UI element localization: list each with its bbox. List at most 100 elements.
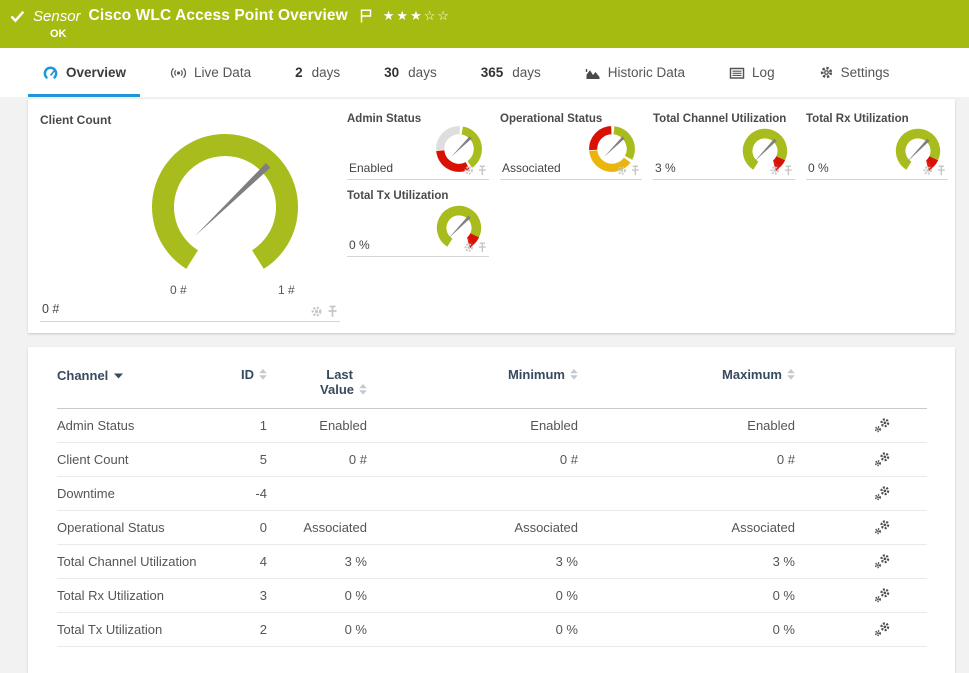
tab-365-days-number: 365 [480, 65, 504, 80]
flag-icon[interactable] [360, 9, 372, 23]
tab-log-label: Log [752, 65, 775, 80]
total-tx-utilization-title: Total Tx Utilization [347, 190, 449, 202]
channel-name: Downtime [57, 486, 115, 501]
total-tx-utilization-gauge-cell: Total Tx Utilization 0 % [347, 190, 489, 257]
total-channel-utilization-gauge [742, 128, 788, 172]
sort-icon [570, 368, 578, 383]
tab-settings[interactable]: Settings [805, 48, 904, 97]
content-area: Client Count 0 # 1 # 0 # Admin Status [0, 97, 969, 673]
pin-icon[interactable] [478, 165, 487, 176]
pin-icon[interactable] [631, 165, 640, 176]
log-icon [729, 66, 745, 80]
column-header-minimum[interactable]: Minimum [367, 367, 578, 383]
tab-overview-label: Overview [66, 65, 127, 80]
channel-last-value: 0 % [344, 588, 367, 603]
sensor-kind-label: Sensor [33, 7, 81, 25]
table-row: Total Tx Utilization 2 0 % 0 % 0 % [57, 613, 927, 647]
table-row: Operational Status 0 Associated Associat… [57, 511, 927, 545]
tab-overview[interactable]: Overview [28, 48, 141, 97]
channel-name: Total Channel Utilization [57, 554, 197, 569]
double-gear-icon[interactable] [874, 553, 891, 570]
tab-30-days-number: 30 [384, 65, 400, 80]
column-header-channel[interactable]: Channel [57, 367, 207, 383]
gauge-icon [42, 65, 59, 81]
tab-historic-data[interactable]: Historic Data [571, 48, 699, 97]
channel-minimum: Associated [514, 520, 578, 535]
channel-last-value: 3 % [344, 554, 367, 569]
channel-name: Operational Status [57, 520, 165, 535]
gear-icon[interactable] [463, 165, 474, 176]
gear-icon[interactable] [922, 165, 933, 176]
sort-icon [359, 383, 367, 398]
page-title: Cisco WLC Access Point Overview [88, 7, 348, 24]
gauge-scale-min: 0 # [170, 283, 187, 297]
operational-status-title: Operational Status [500, 113, 603, 125]
channel-id: 4 [259, 554, 267, 569]
tab-live-data[interactable]: Live Data [156, 48, 265, 97]
double-gear-icon[interactable] [874, 621, 891, 638]
tab-2-days[interactable]: 2 days [281, 48, 354, 97]
mini-gauges-grid: Admin Status Enabled Operational Status [347, 113, 948, 333]
channel-id: 5 [259, 452, 267, 467]
pin-icon[interactable] [478, 242, 487, 253]
tab-log[interactable]: Log [715, 48, 789, 97]
gear-icon[interactable] [310, 305, 323, 318]
double-gear-icon[interactable] [874, 587, 891, 604]
tab-2-days-unit: days [311, 65, 341, 80]
total-tx-utilization-gauge [436, 205, 482, 249]
channel-last-value: 0 # [348, 452, 367, 467]
caret-down-icon [114, 367, 124, 382]
tab-365-days[interactable]: 365 days [467, 48, 555, 97]
operational-status-gauge-cell: Operational Status Associated [500, 113, 642, 180]
column-header-last-value[interactable]: Last Value [267, 367, 367, 398]
channel-id: 3 [259, 588, 267, 603]
gear-icon[interactable] [769, 165, 780, 176]
channel-table-header: Channel ID Last Value Minimum Maximum [57, 367, 927, 409]
double-gear-icon[interactable] [874, 417, 891, 434]
table-row: Downtime -4 [57, 477, 927, 511]
admin-status-title: Admin Status [347, 113, 422, 125]
channel-id: 2 [259, 622, 267, 637]
priority-stars[interactable]: ★★★☆☆ [382, 8, 452, 23]
total-channel-utilization-value: 3 % [655, 161, 676, 175]
gear-icon[interactable] [463, 242, 474, 253]
channel-minimum: 0 # [559, 452, 578, 467]
channel-maximum: 0 % [772, 588, 795, 603]
double-gear-icon[interactable] [874, 451, 891, 468]
double-gear-icon[interactable] [874, 485, 891, 502]
client-count-value: 0 # [42, 302, 60, 316]
operational-status-gauge [589, 126, 635, 172]
admin-status-gauge-cell: Admin Status Enabled [347, 113, 489, 180]
channel-name: Total Tx Utilization [57, 622, 163, 637]
pin-icon[interactable] [327, 305, 338, 318]
check-icon [10, 10, 25, 23]
gear-icon [819, 65, 834, 80]
channel-name: Admin Status [57, 418, 135, 433]
pin-icon[interactable] [784, 165, 793, 176]
channel-maximum: Associated [731, 520, 795, 535]
tab-live-data-label: Live Data [194, 65, 252, 80]
sort-icon [259, 368, 267, 383]
channel-minimum: 0 % [555, 622, 578, 637]
total-rx-utilization-gauge-cell: Total Rx Utilization 0 % [806, 113, 948, 180]
tab-30-days-unit: days [408, 65, 437, 80]
column-header-id[interactable]: ID [207, 367, 267, 383]
tab-30-days[interactable]: 30 days [370, 48, 451, 97]
channel-id: 0 [259, 520, 267, 535]
operational-status-value: Associated [502, 161, 561, 175]
table-row: Admin Status 1 Enabled Enabled Enabled [57, 409, 927, 443]
double-gear-icon[interactable] [874, 519, 891, 536]
column-header-maximum[interactable]: Maximum [578, 367, 795, 383]
total-rx-utilization-value: 0 % [808, 161, 829, 175]
pin-icon[interactable] [937, 165, 946, 176]
total-tx-utilization-value: 0 % [349, 238, 370, 252]
admin-status-gauge [436, 126, 482, 172]
gauges-panel: Client Count 0 # 1 # 0 # Admin Status [28, 99, 955, 333]
channel-last-value: Enabled [319, 418, 367, 433]
channel-maximum: Enabled [747, 418, 795, 433]
admin-status-value: Enabled [349, 161, 394, 175]
client-count-gauge [152, 134, 298, 269]
gear-icon[interactable] [616, 165, 627, 176]
channel-maximum: 0 % [772, 622, 795, 637]
